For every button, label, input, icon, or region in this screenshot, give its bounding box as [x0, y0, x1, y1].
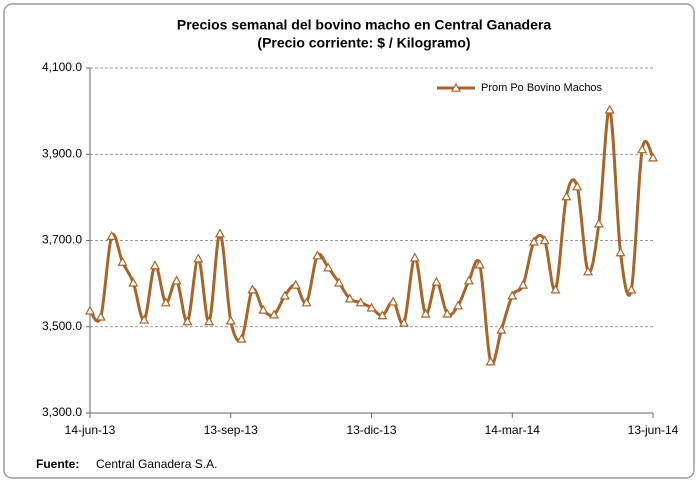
source: Central Ganadera S.A.	[96, 457, 217, 471]
x-tick-label: 13-jun-14	[628, 423, 679, 437]
point-marker	[647, 152, 659, 162]
point-marker	[269, 309, 280, 319]
point-marker	[474, 259, 485, 269]
y-tick-label: 4,100.0	[42, 60, 82, 74]
source-label: Fuente:	[36, 457, 79, 471]
legend-marker	[450, 82, 462, 92]
point-marker	[84, 305, 96, 315]
chart-frame	[3, 3, 695, 479]
point-marker	[323, 262, 334, 272]
point-marker	[193, 253, 204, 263]
y-tick-label: 3,700.0	[42, 233, 82, 247]
point-marker	[496, 324, 507, 334]
point-marker	[528, 236, 539, 246]
point-marker	[279, 290, 290, 300]
point-marker	[507, 290, 518, 300]
point-marker	[225, 315, 236, 325]
point-marker	[593, 218, 604, 228]
point-marker	[485, 356, 496, 366]
x-tick-label: 13-dic-13	[346, 423, 396, 437]
y-tick-label: 3,500.0	[42, 319, 82, 333]
point-marker	[355, 297, 366, 307]
point-marker	[333, 277, 345, 287]
point-marker	[301, 297, 312, 307]
y-tick-label: 3,900.0	[42, 146, 82, 160]
point-marker	[214, 228, 225, 238]
point-marker	[637, 144, 648, 154]
point-marker	[106, 230, 117, 240]
point-marker	[453, 300, 464, 310]
point-marker	[583, 266, 594, 276]
point-marker	[398, 317, 410, 327]
point-marker	[95, 311, 106, 321]
point-marker	[463, 275, 474, 285]
point-marker	[518, 279, 529, 289]
point-marker	[128, 277, 139, 287]
point-marker	[312, 250, 323, 260]
point-marker	[626, 284, 637, 294]
point-marker	[236, 333, 247, 343]
point-marker	[366, 302, 377, 312]
point-marker	[615, 247, 626, 257]
legend-label: Prom Po Bovino Machos	[481, 82, 603, 94]
point-marker	[139, 314, 150, 324]
y-tick-label: 3,300.0	[42, 405, 82, 419]
chart-title: Precios semanal del bovino macho en Cent…	[177, 17, 551, 33]
chart-subtitle: (Precio corriente: $ / Kilogramo)	[257, 35, 470, 51]
point-marker	[290, 279, 301, 289]
point-marker	[171, 275, 182, 285]
point-marker	[182, 316, 193, 326]
point-marker	[572, 181, 583, 191]
point-marker	[149, 260, 160, 270]
point-marker	[561, 191, 572, 201]
point-marker	[204, 316, 215, 326]
x-tick-label: 14-jun-13	[65, 423, 116, 437]
point-marker	[258, 304, 269, 314]
point-marker	[431, 276, 442, 286]
point-marker	[344, 293, 355, 303]
point-marker	[604, 104, 615, 114]
point-marker	[442, 308, 453, 318]
point-marker	[539, 235, 550, 245]
x-tick-label: 14-mar-14	[485, 423, 541, 437]
point-marker	[388, 296, 399, 306]
point-marker	[550, 284, 561, 294]
point-marker	[420, 308, 431, 318]
point-marker	[117, 256, 128, 266]
point-marker	[247, 284, 258, 294]
point-marker	[409, 252, 420, 262]
x-tick-label: 13-sep-13	[204, 423, 258, 437]
point-marker	[377, 310, 388, 320]
point-marker	[160, 297, 171, 307]
